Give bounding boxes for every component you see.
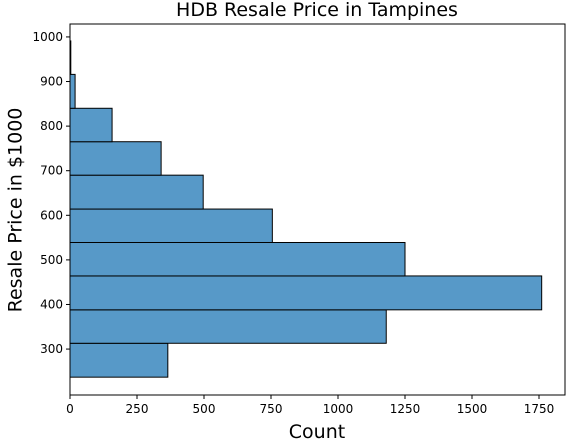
y-tick-label: 400: [40, 297, 63, 311]
bar: [69, 241, 406, 277]
bar: [69, 208, 273, 243]
bar: [69, 275, 543, 311]
y-axis-label: Resale Price in $1000: [5, 108, 27, 313]
plot-frame: [69, 23, 566, 396]
y-tick-label: 500: [40, 253, 63, 267]
x-tick-label: 500: [193, 402, 216, 416]
x-tick-label: 750: [260, 402, 283, 416]
bar: [69, 107, 113, 143]
bar: [69, 309, 387, 344]
bar: [69, 342, 169, 378]
x-tick-label: 1500: [457, 402, 488, 416]
x-tick-label: 1000: [323, 402, 354, 416]
x-axis-label: Count: [289, 421, 345, 443]
x-tick-label: 250: [126, 402, 149, 416]
x-tick-label: 1250: [390, 402, 421, 416]
bar: [69, 174, 204, 210]
y-tick-label: 800: [40, 119, 63, 133]
x-tick-label: 0: [66, 402, 74, 416]
bar: [69, 141, 162, 176]
chart-title: HDB Resale Price in Tampines: [176, 0, 458, 21]
x-tick-label: 1750: [524, 402, 555, 416]
y-tick-label: 700: [40, 164, 63, 178]
y-tick-label: 1000: [32, 30, 63, 44]
bar: [69, 73, 76, 109]
y-tick-label: 600: [40, 208, 63, 222]
y-tick-label: 300: [40, 342, 63, 356]
y-tick-label: 900: [40, 75, 63, 89]
